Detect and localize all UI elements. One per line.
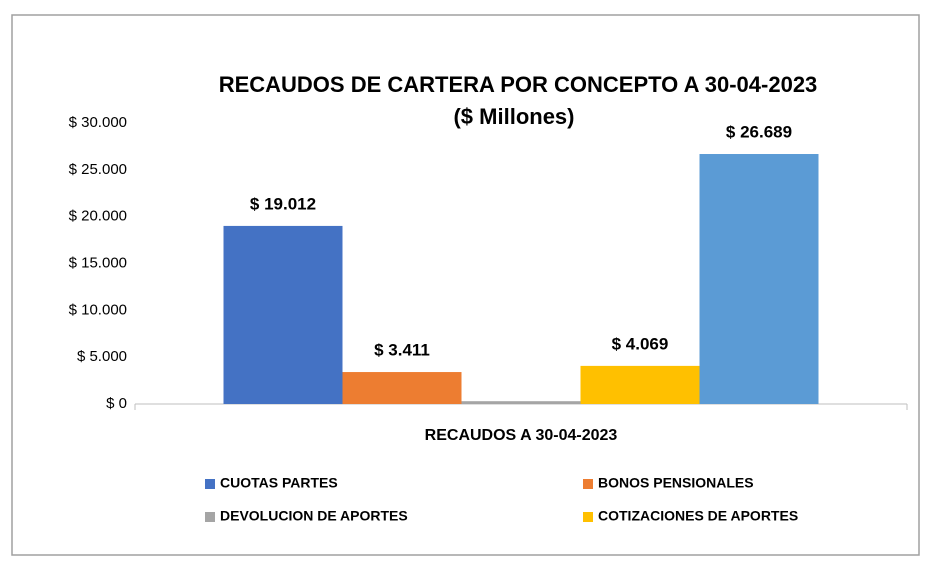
chart-title: RECAUDOS DE CARTERA POR CONCEPTO A 30-04… [219, 72, 818, 97]
y-tick-label: $ 10.000 [69, 301, 127, 318]
data-label: $ 19.012 [250, 194, 316, 213]
data-label: $ 3.411 [374, 341, 430, 360]
y-tick-label: $ 5.000 [77, 348, 127, 365]
y-tick-label: $ 25.000 [69, 161, 127, 178]
legend-swatch [583, 512, 593, 522]
bar [580, 365, 700, 404]
chart-subtitle: ($ Millones) [453, 104, 574, 129]
y-tick-label: $ 0 [106, 395, 127, 412]
legend-label: DEVOLUCION DE APORTES [220, 508, 408, 524]
legend-swatch [205, 512, 215, 522]
legend-swatch [583, 479, 593, 489]
y-tick-label: $ 20.000 [69, 208, 127, 225]
bar [342, 372, 462, 404]
x-tick-label: RECAUDOS A 30-04-2023 [425, 427, 618, 444]
y-tick-label: $ 30.000 [69, 114, 127, 131]
bar [223, 225, 343, 404]
data-label: $ 26.689 [726, 122, 792, 141]
legend-label: BONOS PENSIONALES [598, 475, 754, 491]
legend-label: CUOTAS PARTES [220, 475, 338, 491]
bar [461, 401, 581, 404]
data-label: $ 4.069 [612, 334, 669, 353]
y-tick-label: $ 15.000 [69, 254, 127, 271]
bar [699, 154, 819, 404]
legend-swatch [205, 479, 215, 489]
legend-label: COTIZACIONES DE APORTES [598, 508, 798, 524]
